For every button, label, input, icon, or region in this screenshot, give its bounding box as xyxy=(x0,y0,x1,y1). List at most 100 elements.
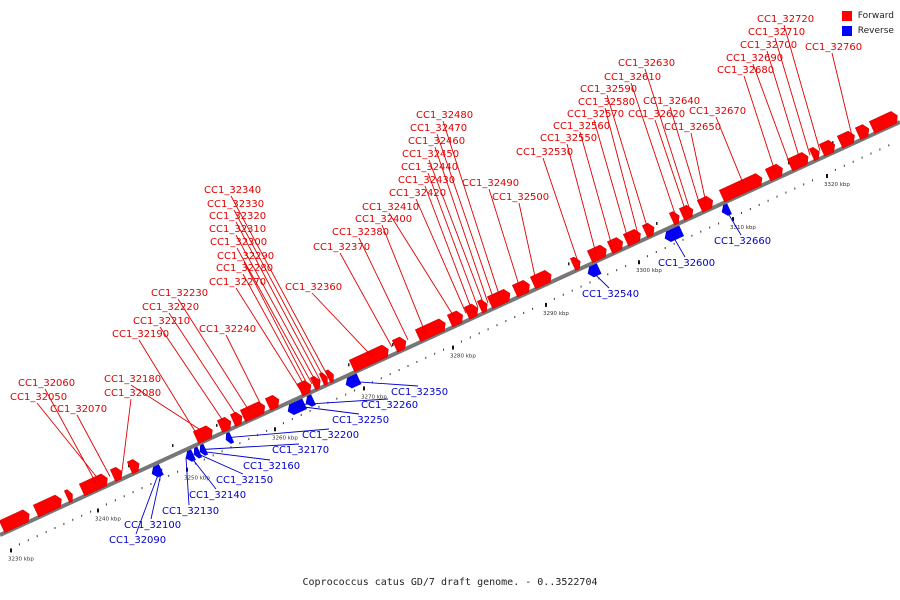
reverse-gene-label[interactable]: CC1_32150 xyxy=(216,475,273,486)
forward-gene-label[interactable]: CC1_32620 xyxy=(628,109,685,120)
forward-gene-label[interactable]: CC1_32300 xyxy=(210,237,267,248)
forward-gene-label[interactable]: CC1_32190 xyxy=(112,329,169,340)
reverse-gene-arrow[interactable] xyxy=(198,443,209,457)
forward-gene-arrow[interactable] xyxy=(0,508,32,533)
reverse-gene-label[interactable]: CC1_32660 xyxy=(714,236,771,247)
forward-gene-label[interactable]: CC1_32610 xyxy=(604,72,661,83)
forward-gene-label[interactable]: CC1_32420 xyxy=(389,188,446,199)
reverse-gene-label[interactable]: CC1_32540 xyxy=(582,289,639,300)
forward-gene-label[interactable]: CC1_32280 xyxy=(216,263,273,274)
forward-gene-arrow[interactable] xyxy=(216,416,233,433)
forward-gene-arrow[interactable] xyxy=(868,110,900,134)
forward-gene-arrow[interactable] xyxy=(239,400,267,423)
forward-gene-label[interactable]: CC1_32460 xyxy=(408,136,465,147)
forward-gene-label[interactable]: CC1_32400 xyxy=(355,214,412,225)
forward-gene-label[interactable]: CC1_32180 xyxy=(104,374,161,385)
reverse-gene-arrow[interactable] xyxy=(663,225,684,244)
reverse-gene-label[interactable]: CC1_32090 xyxy=(109,535,166,546)
reverse-gene-label[interactable]: CC1_32350 xyxy=(391,387,448,398)
forward-gene-arrow[interactable] xyxy=(109,466,125,482)
forward-gene-arrow[interactable] xyxy=(446,309,465,328)
forward-gene-label[interactable]: CC1_32650 xyxy=(664,122,721,133)
reverse-gene-arrow[interactable] xyxy=(344,373,362,390)
forward-gene-label[interactable]: CC1_32630 xyxy=(618,58,675,69)
forward-gene-label[interactable]: CC1_32640 xyxy=(643,96,700,107)
reverse-gene-label[interactable]: CC1_32600 xyxy=(658,258,715,269)
forward-gene-arrow[interactable] xyxy=(63,488,75,503)
reverse-gene-arrow[interactable] xyxy=(192,446,203,460)
reverse-gene-label[interactable]: CC1_32260 xyxy=(361,400,418,411)
forward-gene-arrow[interactable] xyxy=(348,343,391,373)
forward-gene-arrow[interactable] xyxy=(264,394,281,411)
forward-gene-label[interactable]: CC1_32670 xyxy=(689,106,746,117)
forward-gene-label[interactable]: CC1_32470 xyxy=(410,123,467,134)
forward-gene-arrow[interactable] xyxy=(476,298,490,314)
forward-gene-label[interactable]: CC1_32690 xyxy=(726,53,783,64)
reverse-gene-arrow[interactable] xyxy=(286,398,307,417)
forward-gene-label[interactable]: CC1_32450 xyxy=(402,149,459,160)
forward-gene-label[interactable]: CC1_32680 xyxy=(717,65,774,76)
forward-gene-label[interactable]: CC1_32580 xyxy=(578,97,635,108)
forward-gene-label[interactable]: CC1_32570 xyxy=(567,109,624,120)
forward-gene-arrow[interactable] xyxy=(764,162,785,182)
forward-gene-label[interactable]: CC1_32240 xyxy=(199,324,256,335)
forward-gene-label[interactable]: CC1_32590 xyxy=(580,84,637,95)
forward-gene-arrow[interactable] xyxy=(529,269,554,290)
reverse-gene-label[interactable]: CC1_32250 xyxy=(332,415,389,426)
forward-gene-label[interactable]: CC1_32070 xyxy=(50,404,107,415)
forward-gene-arrow[interactable] xyxy=(622,228,643,247)
reverse-gene-label[interactable]: CC1_32160 xyxy=(243,461,300,472)
forward-gene-arrow[interactable] xyxy=(32,493,64,518)
forward-gene-arrow[interactable] xyxy=(641,221,657,238)
forward-gene-arrow[interactable] xyxy=(463,302,480,320)
forward-gene-label[interactable]: CC1_32380 xyxy=(332,227,389,238)
forward-gene-label[interactable]: CC1_32330 xyxy=(207,199,264,210)
forward-gene-arrow[interactable] xyxy=(668,210,682,226)
forward-gene-arrow[interactable] xyxy=(836,129,857,149)
forward-gene-arrow[interactable] xyxy=(586,243,609,263)
reverse-gene-label[interactable]: CC1_32130 xyxy=(162,506,219,517)
reverse-gene-label[interactable]: CC1_32170 xyxy=(272,445,329,456)
forward-gene-arrow[interactable] xyxy=(854,123,871,141)
reverse-gene-label[interactable]: CC1_32200 xyxy=(302,430,359,441)
forward-gene-arrow[interactable] xyxy=(391,335,408,353)
forward-gene-label[interactable]: CC1_32430 xyxy=(398,175,455,186)
forward-gene-label[interactable]: CC1_32440 xyxy=(401,162,458,173)
forward-gene-label[interactable]: CC1_32720 xyxy=(757,14,814,25)
reverse-gene-label[interactable]: CC1_32100 xyxy=(124,520,181,531)
forward-gene-arrow[interactable] xyxy=(78,472,110,497)
forward-gene-arrow[interactable] xyxy=(126,458,142,475)
forward-gene-label[interactable]: CC1_32700 xyxy=(740,40,797,51)
forward-gene-label[interactable]: CC1_32550 xyxy=(540,133,597,144)
forward-gene-label[interactable]: CC1_32370 xyxy=(313,242,370,253)
forward-gene-label[interactable]: CC1_32290 xyxy=(217,251,274,262)
forward-gene-arrow[interactable] xyxy=(414,317,448,342)
forward-gene-label[interactable]: CC1_32710 xyxy=(748,27,805,38)
forward-gene-label[interactable]: CC1_32530 xyxy=(516,147,573,158)
forward-gene-label[interactable]: CC1_32480 xyxy=(416,110,473,121)
forward-gene-label[interactable]: CC1_32210 xyxy=(133,316,190,327)
forward-gene-arrow[interactable] xyxy=(718,172,764,203)
reverse-gene-arrow[interactable] xyxy=(224,431,235,445)
forward-gene-arrow[interactable] xyxy=(818,139,837,157)
forward-gene-label[interactable]: CC1_32050 xyxy=(10,392,67,403)
reverse-gene-label[interactable]: CC1_32140 xyxy=(189,490,246,501)
forward-gene-label[interactable]: CC1_32490 xyxy=(462,178,519,189)
forward-gene-label[interactable]: CC1_32060 xyxy=(18,378,75,389)
reverse-gene-arrow[interactable] xyxy=(720,203,732,217)
forward-gene-arrow[interactable] xyxy=(808,146,822,162)
forward-gene-arrow[interactable] xyxy=(786,151,811,172)
forward-gene-label[interactable]: CC1_32310 xyxy=(209,224,266,235)
forward-gene-label[interactable]: CC1_32500 xyxy=(492,192,549,203)
forward-gene-arrow[interactable] xyxy=(324,369,336,384)
forward-gene-label[interactable]: CC1_32340 xyxy=(204,185,261,196)
forward-gene-arrow[interactable] xyxy=(318,371,330,386)
forward-gene-arrow[interactable] xyxy=(486,288,512,309)
forward-gene-label[interactable]: CC1_32360 xyxy=(285,282,342,293)
forward-gene-label[interactable]: CC1_32270 xyxy=(209,277,266,288)
forward-gene-label[interactable]: CC1_32220 xyxy=(142,302,199,313)
forward-gene-label[interactable]: CC1_32080 xyxy=(104,388,161,399)
forward-gene-arrow[interactable] xyxy=(511,279,532,298)
forward-gene-label[interactable]: CC1_32760 xyxy=(805,42,862,53)
forward-gene-label[interactable]: CC1_32560 xyxy=(553,121,610,132)
